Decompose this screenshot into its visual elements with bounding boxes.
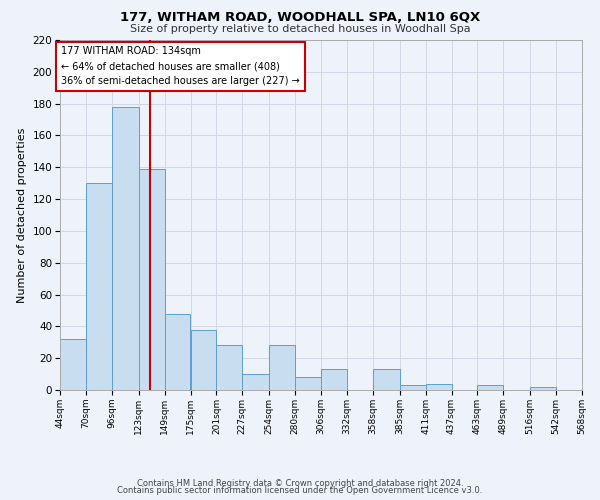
- Text: Contains public sector information licensed under the Open Government Licence v3: Contains public sector information licen…: [118, 486, 482, 495]
- Text: 177 WITHAM ROAD: 134sqm
← 64% of detached houses are smaller (408)
36% of semi-d: 177 WITHAM ROAD: 134sqm ← 64% of detache…: [61, 46, 300, 86]
- Text: 177, WITHAM ROAD, WOODHALL SPA, LN10 6QX: 177, WITHAM ROAD, WOODHALL SPA, LN10 6QX: [120, 11, 480, 24]
- Bar: [321, 370, 347, 390]
- Bar: [86, 183, 112, 390]
- Bar: [295, 378, 321, 390]
- Y-axis label: Number of detached properties: Number of detached properties: [17, 128, 27, 302]
- Bar: [217, 346, 242, 390]
- Bar: [425, 384, 452, 390]
- Bar: [478, 385, 503, 390]
- Text: Size of property relative to detached houses in Woodhall Spa: Size of property relative to detached ho…: [130, 24, 470, 34]
- Text: Contains HM Land Registry data © Crown copyright and database right 2024.: Contains HM Land Registry data © Crown c…: [137, 478, 463, 488]
- Bar: [242, 374, 269, 390]
- Bar: [582, 387, 600, 390]
- Bar: [530, 387, 556, 390]
- Bar: [269, 346, 295, 390]
- Bar: [112, 107, 139, 390]
- Bar: [139, 169, 164, 390]
- Bar: [400, 385, 425, 390]
- Bar: [60, 339, 86, 390]
- Bar: [164, 314, 190, 390]
- Bar: [373, 370, 400, 390]
- Bar: [191, 330, 217, 390]
